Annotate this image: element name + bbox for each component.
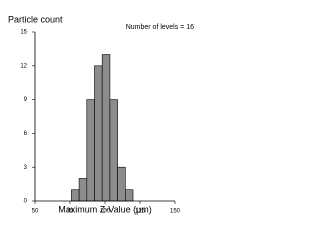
- bar: [101, 54, 111, 202]
- x-tick-label: 50: [32, 209, 39, 215]
- y-tick-label: 0: [24, 199, 28, 205]
- y-tick-label: 3: [24, 165, 28, 171]
- y-tick-label: 6: [24, 131, 28, 137]
- bar: [109, 99, 118, 202]
- y-tick-label: 9: [24, 97, 28, 103]
- y-tick-label: 12: [20, 63, 27, 69]
- bar: [94, 65, 103, 202]
- chart: Particle count Number of levels = 16 Max…: [8, 14, 194, 215]
- y-tick-label: 15: [20, 30, 27, 36]
- annotation: Number of levels = 16: [126, 24, 194, 31]
- x-tick-label: 125: [135, 209, 146, 215]
- x-axis-label: Maximum Z-Value (µm): [58, 204, 152, 214]
- bar: [78, 178, 88, 202]
- bar: [86, 99, 95, 202]
- x-tick-label: 150: [170, 209, 181, 215]
- x-tick-label: 75: [67, 209, 74, 215]
- bar: [125, 189, 134, 202]
- x-tick-label: 100: [100, 209, 111, 215]
- bar: [117, 166, 126, 202]
- bar: [71, 189, 80, 202]
- y-axis-label: Particle count: [8, 14, 63, 24]
